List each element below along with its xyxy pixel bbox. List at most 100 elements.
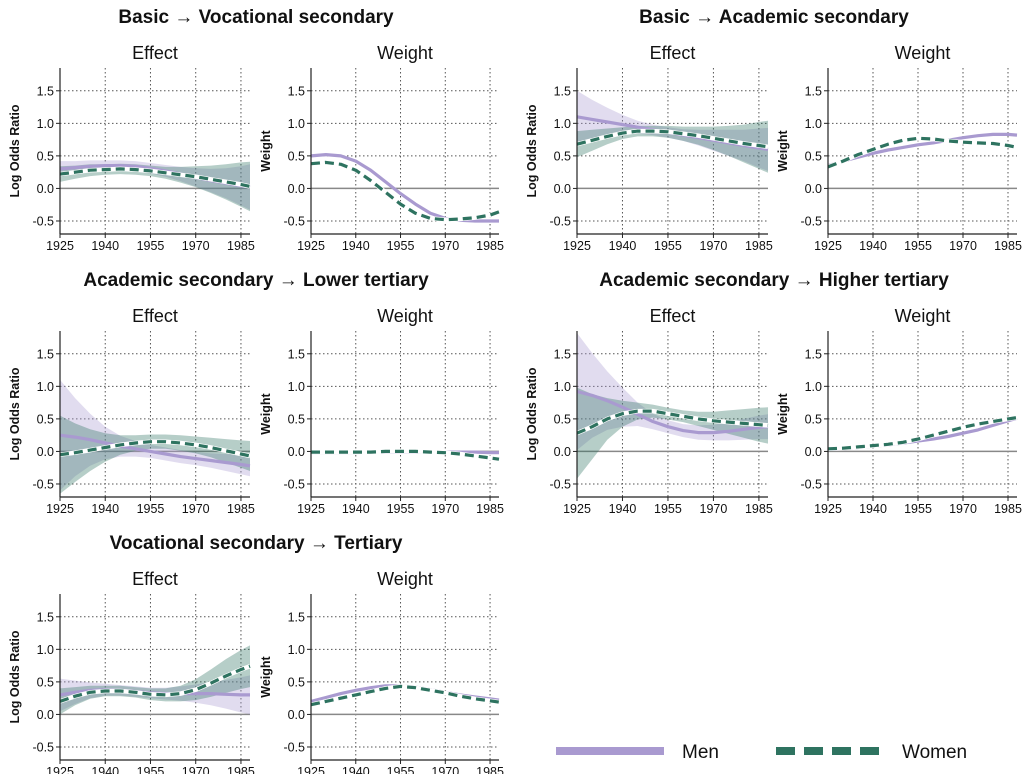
- x-tick-label: 1955: [137, 765, 165, 774]
- y-tick-label: 1.0: [37, 380, 54, 394]
- men-confidence-band: [577, 333, 768, 451]
- women-confidence-band: [577, 387, 768, 479]
- x-tick-label: 1985: [994, 239, 1022, 253]
- women-line: [59, 167, 251, 189]
- x-tick-label: 1955: [137, 239, 165, 253]
- y-tick-label: 0.0: [37, 708, 54, 722]
- x-tick-label: 1940: [609, 239, 637, 253]
- x-tick-label: 1985: [476, 239, 504, 253]
- effect-subtitle: Effect: [132, 43, 178, 63]
- x-tick-label: 1925: [46, 239, 74, 253]
- section-title: Vocational secondary → Tertiary: [110, 533, 403, 554]
- x-tick-label: 1940: [859, 502, 887, 516]
- legend-men-label: Men: [682, 742, 719, 763]
- x-tick-label: 1970: [700, 502, 728, 516]
- y-tick-label: 0.5: [288, 412, 305, 426]
- effect-subtitle: Effect: [132, 306, 178, 326]
- x-tick-label: 1985: [227, 239, 255, 253]
- women-line-halo: [827, 136, 1018, 169]
- x-tick-label: 1985: [994, 502, 1022, 516]
- effect-subtitle: Effect: [132, 569, 178, 589]
- women-confidence-band: [60, 645, 250, 715]
- y-tick-label: 0.0: [805, 445, 822, 459]
- x-tick-label: 1925: [46, 502, 74, 516]
- x-tick-label: 1955: [654, 502, 682, 516]
- women-line: [576, 409, 769, 435]
- women-line: [310, 160, 500, 222]
- y-tick-label: 0.0: [288, 708, 305, 722]
- y-tick-label: -0.5: [549, 477, 571, 491]
- weight-panel-3: Weight -0.5 0.0 0.5 1.0 1.5 1925 1940 1955 1970 19…: [776, 306, 1022, 516]
- y-tick-label: 1.5: [805, 84, 822, 98]
- y-tick-label: 1.5: [554, 84, 571, 98]
- x-tick-label: 1985: [476, 502, 504, 516]
- x-tick-label: 1925: [814, 502, 842, 516]
- effect-subtitle: Effect: [650, 306, 696, 326]
- women-line: [59, 664, 251, 703]
- x-tick-label: 1985: [745, 239, 773, 253]
- y-tick-label: 0.5: [37, 149, 54, 163]
- y-tick-label: 1.5: [288, 347, 305, 361]
- weight-panel-1: Weight -0.5 0.0 0.5 1.0 1.5 1925 1940 1955 1970 19…: [776, 43, 1022, 253]
- y-axis-label: Log Odds Ratio: [8, 630, 22, 723]
- y-tick-label: -0.5: [32, 740, 54, 754]
- x-tick-label: 1940: [91, 239, 119, 253]
- x-tick-label: 1985: [476, 765, 504, 774]
- x-tick-label: 1970: [949, 502, 977, 516]
- weight-subtitle: Weight: [377, 43, 433, 63]
- x-tick-label: 1955: [387, 502, 415, 516]
- y-tick-label: 0.0: [554, 445, 571, 459]
- y-tick-label: 1.0: [288, 117, 305, 131]
- y-tick-label: -0.5: [283, 477, 305, 491]
- weight-subtitle: Weight: [377, 569, 433, 589]
- y-tick-label: 0.0: [288, 182, 305, 196]
- y-tick-label: 0.5: [554, 412, 571, 426]
- x-tick-label: 1970: [182, 765, 210, 774]
- x-tick-label: 1940: [342, 765, 370, 774]
- y-tick-label: 1.0: [37, 117, 54, 131]
- women-line-halo: [310, 160, 500, 222]
- y-tick-label: 0.0: [288, 445, 305, 459]
- effect-panel-3: Effect -0.5 0.0 0.5 1.0 1.5 1925 1940 1955 1970 19…: [525, 306, 773, 516]
- weight-panel-0: Weight -0.5 0.0 0.5 1.0 1.5 1925 1940 1955 1970 19…: [259, 43, 504, 253]
- y-tick-label: 0.5: [288, 675, 305, 689]
- y-tick-label: 1.5: [288, 610, 305, 624]
- x-tick-label: 1955: [137, 502, 165, 516]
- x-tick-label: 1940: [859, 239, 887, 253]
- y-tick-label: -0.5: [800, 477, 822, 491]
- x-tick-label: 1955: [654, 239, 682, 253]
- x-tick-label: 1925: [563, 239, 591, 253]
- x-tick-label: 1940: [342, 239, 370, 253]
- effect-panel-0: Effect -0.5 0.0 0.5 1.0 1.5 1925 1940 1955 1970 19…: [8, 43, 255, 253]
- x-tick-label: 1970: [700, 239, 728, 253]
- x-tick-label: 1940: [609, 502, 637, 516]
- section-title: Academic secondary → Lower tertiary: [83, 270, 429, 291]
- y-tick-label: 1.0: [37, 643, 54, 657]
- weight-panel-4: Weight -0.5 0.0 0.5 1.0 1.5 1925 1940 1955 1970 19…: [259, 569, 504, 774]
- effect-panel-2: Effect -0.5 0.0 0.5 1.0 1.5 1925 1940 1955 1970 19…: [8, 306, 255, 516]
- weight-subtitle: Weight: [895, 43, 951, 63]
- men-line: [576, 389, 769, 435]
- x-tick-label: 1970: [431, 502, 459, 516]
- women-line: [59, 440, 251, 458]
- effect-subtitle: Effect: [650, 43, 696, 63]
- men-confidence-band: [60, 379, 250, 491]
- y-axis-label: Log Odds Ratio: [525, 367, 539, 460]
- x-tick-label: 1955: [904, 239, 932, 253]
- y-tick-label: -0.5: [549, 214, 571, 228]
- y-tick-label: 0.5: [554, 149, 571, 163]
- x-tick-label: 1970: [182, 239, 210, 253]
- x-tick-label: 1925: [297, 765, 325, 774]
- y-tick-label: 1.0: [554, 380, 571, 394]
- y-tick-label: 1.0: [554, 117, 571, 131]
- x-tick-label: 1970: [431, 765, 459, 774]
- y-tick-label: 0.5: [805, 412, 822, 426]
- x-tick-label: 1925: [46, 765, 74, 774]
- x-tick-label: 1925: [814, 239, 842, 253]
- legend-women-label: Women: [902, 742, 967, 763]
- x-tick-label: 1925: [297, 502, 325, 516]
- y-axis-label: Weight: [259, 129, 273, 171]
- effect-panel-1: Effect -0.5 0.0 0.5 1.0 1.5 1925 1940 1955 1970 19…: [525, 43, 773, 253]
- y-axis-label: Log Odds Ratio: [8, 367, 22, 460]
